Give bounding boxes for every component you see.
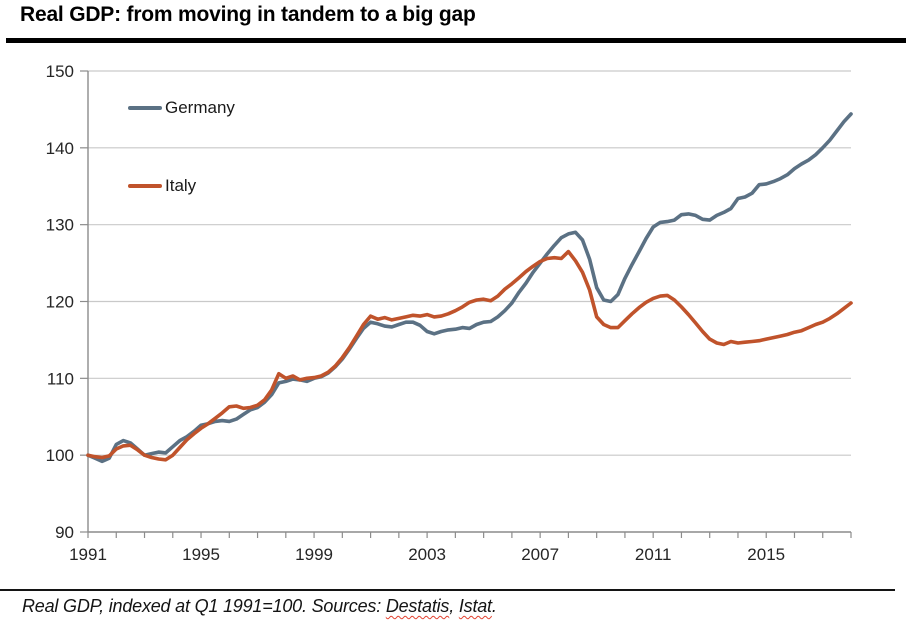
y-tick-label: 110	[47, 369, 74, 388]
x-tick-label: 1995	[182, 545, 220, 564]
x-tick-label: 1999	[295, 545, 333, 564]
caption-source-istat: Istat	[458, 596, 492, 616]
legend-item-italy: Italy	[128, 176, 196, 196]
x-tick-label: 2015	[747, 545, 785, 564]
caption-source-destatis: Destatis	[385, 596, 450, 616]
x-tick-label: 2007	[521, 545, 559, 564]
legend-label-italy: Italy	[165, 176, 197, 195]
y-tick-label: 100	[46, 446, 74, 465]
page-title: Real GDP: from moving in tandem to a big…	[20, 3, 476, 26]
title-underline-bar	[6, 38, 906, 43]
y-tick-label: 140	[46, 139, 74, 158]
italy-line-swatch	[128, 184, 162, 188]
legend-item-germany: Germany	[128, 98, 235, 118]
y-tick-label: 90	[55, 523, 74, 542]
x-tick-label: 1991	[69, 545, 107, 564]
germany-line-swatch	[128, 106, 162, 110]
y-tick-label: 130	[46, 216, 74, 235]
legend-label-germany: Germany	[165, 98, 235, 117]
series-line-italy	[86, 249, 853, 462]
y-tick-label: 120	[46, 293, 74, 312]
series-line-germany	[86, 112, 853, 464]
caption-text: Real GDP, indexed at Q1 1991=100. Source…	[22, 596, 386, 616]
chart-caption: Real GDP, indexed at Q1 1991=100. Source…	[22, 596, 497, 617]
gdp-line-chart: 90 100 110 120 130 140 150 1991 1995 1999 2003 2007…	[46, 62, 853, 564]
x-tick-label: 2003	[408, 545, 446, 564]
y-tick-label: 150	[46, 62, 74, 81]
caption-period: .	[491, 596, 497, 616]
caption-separator: ,	[449, 596, 459, 616]
x-tick-label: 2011	[635, 545, 672, 564]
caption-divider-rule	[0, 589, 895, 591]
